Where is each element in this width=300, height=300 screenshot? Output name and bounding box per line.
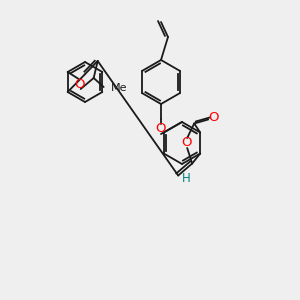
Text: O: O xyxy=(74,77,85,91)
Text: O: O xyxy=(208,111,218,124)
Text: Me: Me xyxy=(111,83,127,93)
Text: O: O xyxy=(156,122,166,136)
Text: H: H xyxy=(182,172,190,185)
Text: O: O xyxy=(181,136,191,149)
